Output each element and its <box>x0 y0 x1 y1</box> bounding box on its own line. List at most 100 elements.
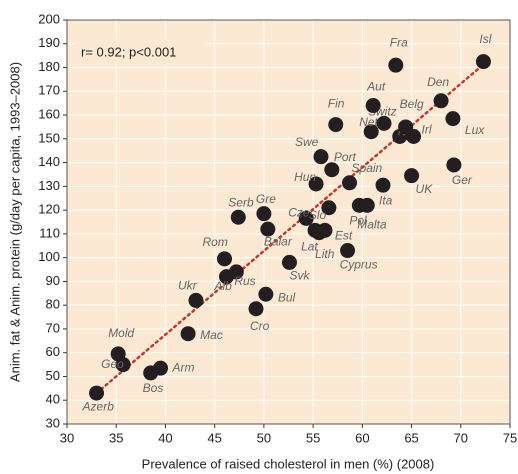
point-label: Slo <box>309 208 327 222</box>
x-tick-label: 40 <box>158 430 172 445</box>
y-tick-label: 180 <box>38 59 60 74</box>
plot-area <box>67 20 510 424</box>
point-label: Est <box>335 228 353 242</box>
y-tick-label: 50 <box>46 368 60 383</box>
point-label: Pol <box>349 214 367 228</box>
point-label: Fra <box>390 35 408 49</box>
x-tick-label: 55 <box>306 430 320 445</box>
point-label: Rom <box>203 235 228 249</box>
point <box>256 206 272 222</box>
point-label: Azerb <box>82 399 115 413</box>
point <box>376 115 392 131</box>
point <box>260 221 276 237</box>
point <box>388 57 404 73</box>
trend-line <box>95 61 487 395</box>
point <box>475 54 491 70</box>
x-tick-label: 45 <box>207 430 221 445</box>
y-tick-label: 140 <box>38 154 60 169</box>
y-tick-label: 150 <box>38 130 60 145</box>
point <box>398 119 414 135</box>
point-label: UK <box>416 182 434 196</box>
y-tick-label: 170 <box>38 83 60 98</box>
point <box>230 209 246 225</box>
annotation-box <box>75 40 207 64</box>
point <box>328 117 344 133</box>
point <box>404 168 420 184</box>
point <box>228 264 244 280</box>
point <box>110 346 126 362</box>
point-label: Cyprus <box>340 258 378 272</box>
point-label: Port <box>334 150 357 164</box>
point-label: Balar <box>264 234 293 248</box>
point-label: Mac <box>200 328 223 342</box>
point-label: Swe <box>295 135 319 149</box>
point <box>446 157 462 173</box>
point-label: Isl <box>479 32 491 46</box>
point-label: Ita <box>379 193 393 207</box>
point <box>375 177 391 193</box>
annotation: r= 0.92; p<0.001 <box>81 44 176 59</box>
point <box>433 93 449 109</box>
point <box>324 162 340 178</box>
y-tick-label: 90 <box>46 273 60 288</box>
point-label: Malta <box>357 218 387 232</box>
point-label: Bos <box>143 381 164 395</box>
point <box>89 385 105 401</box>
y-tick-label: 130 <box>38 178 60 193</box>
point <box>217 251 233 267</box>
point <box>248 301 264 317</box>
y-tick-label: 120 <box>38 202 60 217</box>
point-label: Serb <box>228 195 254 209</box>
point <box>281 254 297 270</box>
y-tick-label: 70 <box>46 320 60 335</box>
point-label: Cze <box>288 206 310 220</box>
point-label: Cro <box>250 319 270 333</box>
point <box>298 210 314 226</box>
point-label: Arm <box>172 360 195 374</box>
point-label: Svk <box>289 269 310 283</box>
point-label: Gre <box>256 192 276 206</box>
point-label: Bul <box>278 290 296 304</box>
point-label: Spain <box>352 161 383 175</box>
y-tick-label: 100 <box>38 249 60 264</box>
point-label: Alb <box>213 279 232 293</box>
x-axis-label: Prevalence of raised cholesterol in men … <box>142 456 435 471</box>
point-label: Rus <box>234 274 255 288</box>
point <box>258 286 274 302</box>
x-tick-label: 75 <box>503 430 517 445</box>
point <box>340 243 356 259</box>
point <box>321 200 337 216</box>
plot-border <box>66 19 511 425</box>
x-tick-label: 60 <box>355 430 369 445</box>
y-tick-label: 190 <box>38 35 60 50</box>
point-label: Belg <box>400 97 424 111</box>
y-tick-label: 80 <box>46 297 60 312</box>
point-label: Lux <box>465 123 485 137</box>
point <box>365 98 381 114</box>
point <box>363 124 379 140</box>
point-label: Aut <box>366 80 386 94</box>
y-tick-label: 160 <box>38 106 60 121</box>
point-label: Lat <box>301 239 318 253</box>
y-tick-label: 60 <box>46 344 60 359</box>
point-label: Fin <box>328 97 345 111</box>
point <box>311 225 327 241</box>
y-tick-label: 110 <box>39 225 60 240</box>
y-tick-label: 40 <box>46 392 60 407</box>
point <box>359 197 375 213</box>
x-tick-label: 65 <box>404 430 418 445</box>
point-label: Hun <box>294 170 316 184</box>
x-tick-label: 70 <box>454 430 468 445</box>
point-label: Mold <box>108 326 134 340</box>
point <box>180 326 196 342</box>
point-label: Lith <box>315 247 335 261</box>
y-axis-label: Anim. fat & Anim. protein (g/day per cap… <box>7 62 22 382</box>
y-tick-label: 200 <box>38 11 60 26</box>
point-label: Irl <box>422 123 432 137</box>
point-label: Den <box>427 75 449 89</box>
point-label: Ukr <box>178 279 198 293</box>
x-tick-label: 35 <box>109 430 123 445</box>
point-label: Ger <box>452 173 473 187</box>
point <box>153 360 169 376</box>
